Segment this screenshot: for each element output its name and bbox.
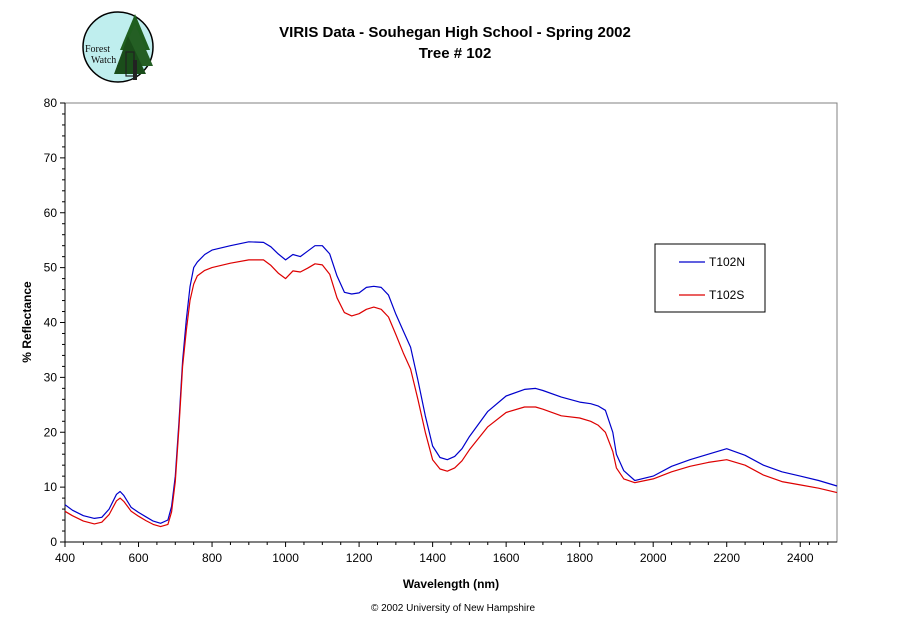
plot-area	[64, 102, 838, 543]
chart-subtitle: Tree # 102	[419, 45, 492, 62]
x-tick-label: 2200	[713, 551, 740, 565]
y-tick-label: 0	[50, 535, 57, 549]
x-tick-label: 1400	[419, 551, 446, 565]
y-tick-label: 70	[44, 151, 58, 165]
y-tick-label: 50	[44, 261, 58, 275]
x-tick-label: 1200	[346, 551, 373, 565]
legend-label-t102s: T102S	[709, 288, 744, 302]
y-tick-label: 40	[44, 316, 58, 330]
y-tick-label: 30	[44, 370, 58, 384]
y-tick-label: 60	[44, 206, 58, 220]
x-tick-label: 400	[55, 551, 75, 565]
y-tick-label: 10	[44, 480, 58, 494]
x-tick-label: 2000	[640, 551, 667, 565]
tree-icon	[114, 14, 153, 80]
x-tick-label: 1800	[566, 551, 593, 565]
legend-label-t102n: T102N	[709, 255, 745, 269]
x-tick-label: 800	[202, 551, 222, 565]
y-tick-label: 80	[44, 96, 58, 110]
logo-text-line1: Forest	[85, 44, 110, 55]
y-axis-label: % Reflectance	[20, 281, 34, 363]
axes: 0 10 20 30 40 50 60 70 80 400 600 800 1000 1200 1400 16…	[44, 96, 837, 565]
series-line-t102s	[64, 259, 838, 528]
logo-text-line2: Watch	[91, 55, 116, 66]
x-tick-label: 1000	[272, 551, 299, 565]
forest-watch-logo: Forest Watch	[82, 11, 154, 83]
series-line-t102n	[64, 241, 838, 524]
series-layer	[64, 241, 838, 528]
x-tick-label: 600	[129, 551, 149, 565]
x-axis-label: Wavelength (nm)	[403, 577, 499, 591]
chart-title: VIRIS Data - Souhegan High School - Spri…	[279, 24, 631, 41]
y-tick-label: 20	[44, 425, 58, 439]
x-tick-label: 2400	[787, 551, 814, 565]
copyright-footer: © 2002 University of New Hampshire	[371, 603, 536, 614]
legend: T102N T102S	[654, 243, 766, 313]
x-tick-label: 1600	[493, 551, 520, 565]
